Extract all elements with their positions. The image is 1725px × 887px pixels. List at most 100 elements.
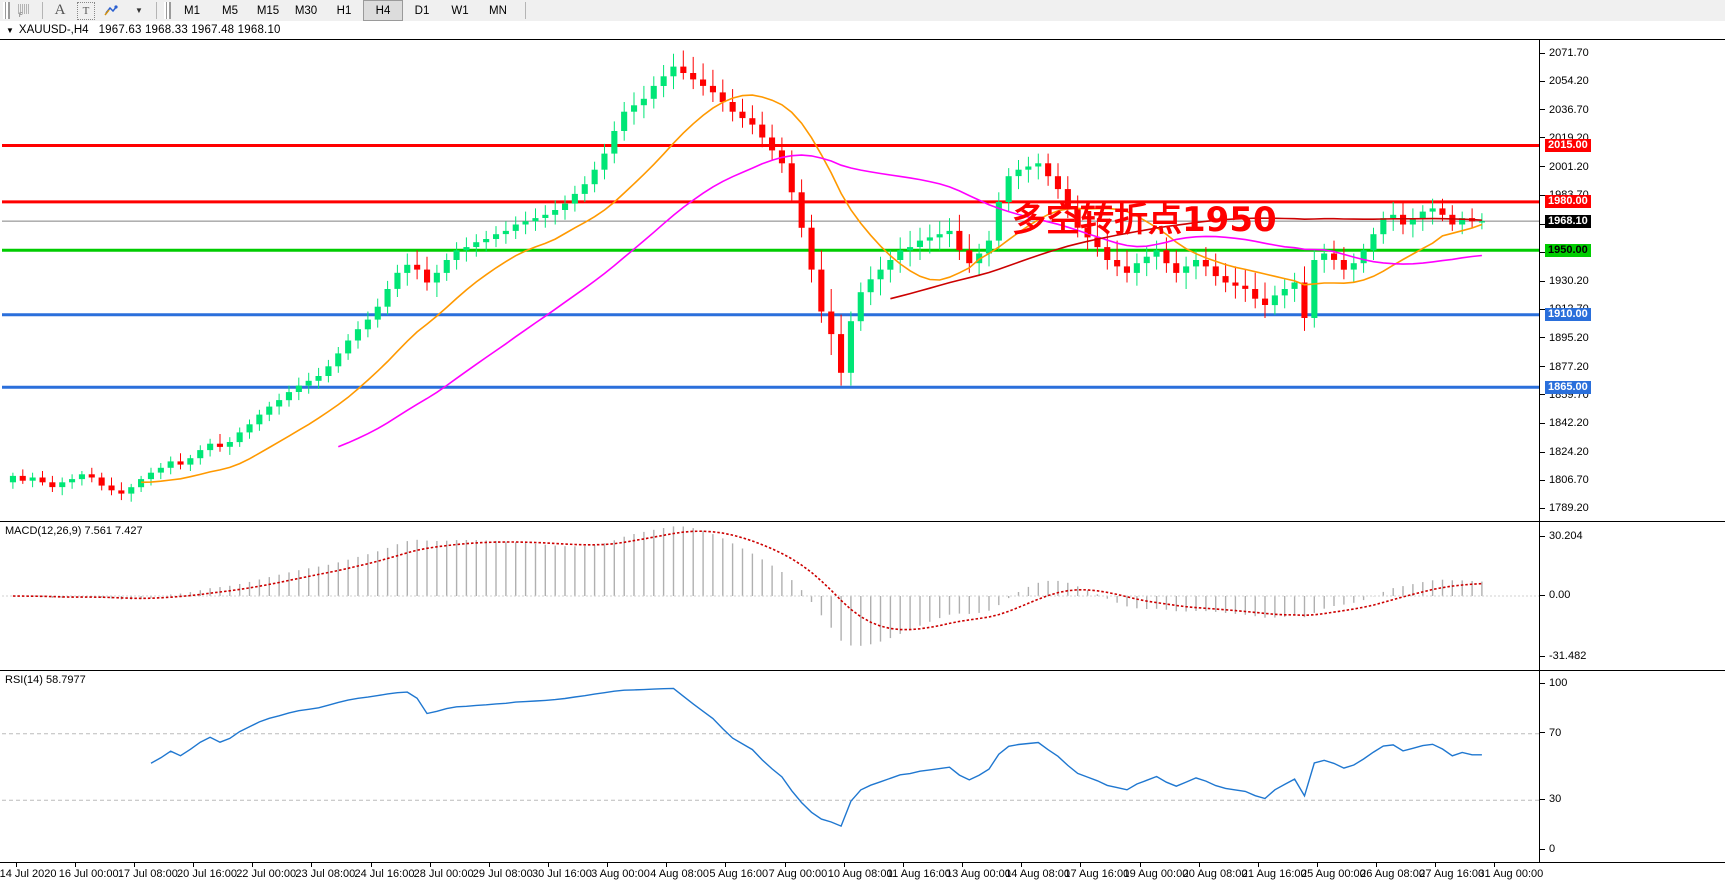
macd-title: MACD(12,26,9) 7.561 7.427: [5, 525, 143, 537]
time-tick: [193, 863, 195, 867]
objects-icon[interactable]: [99, 1, 125, 20]
price-tick-label: 1842.20: [1549, 416, 1589, 429]
crosshair-icon[interactable]: F: [12, 1, 38, 20]
price-level-label-resistance[interactable]: 2015.00: [1545, 139, 1591, 153]
price-tick: 1877.20: [1540, 361, 1589, 373]
macd-tick-label: -31.482: [1549, 650, 1587, 663]
time-tick: [1435, 863, 1437, 867]
timeframe-w1[interactable]: W1: [451, 4, 469, 17]
price-level-label-last-price[interactable]: 1968.10: [1545, 214, 1591, 228]
symbol-label: XAUUSD-,H4: [18, 24, 89, 36]
price-axis[interactable]: 2071.702054.202036.702019.202001.201983.…: [1539, 40, 1725, 521]
price-plot-area[interactable]: 多空转折点1950: [2, 40, 1540, 521]
time-tick: [1494, 863, 1496, 867]
time-tick: [1316, 863, 1318, 867]
time-axis-label: 13 Aug 00:00: [946, 868, 1011, 880]
time-tick: [1080, 863, 1082, 867]
time-tick: [370, 863, 372, 867]
label-icon[interactable]: T: [77, 1, 95, 20]
timeframe-h1[interactable]: H1: [336, 4, 352, 17]
time-axis-label: 20 Jul 16:00: [177, 868, 237, 880]
price-tick: 1789.20: [1540, 502, 1589, 514]
time-tick: [1257, 863, 1259, 867]
time-axis-label: 21 Aug 16:00: [1241, 868, 1307, 880]
price-level-label-resistance[interactable]: 1980.00: [1545, 195, 1591, 209]
timeframe-grip[interactable]: [164, 2, 171, 19]
price-tick: 1824.20: [1540, 446, 1589, 458]
macd-plot-area[interactable]: [2, 522, 1540, 670]
price-tick-label: 1930.20: [1549, 275, 1589, 288]
macd-axis[interactable]: 30.204 0.00 -31.482: [1539, 522, 1725, 670]
text-icon[interactable]: A: [54, 2, 66, 18]
time-tick: [1376, 863, 1378, 867]
price-level-label-support[interactable]: 1910.00: [1545, 308, 1591, 322]
price-tick: 1806.70: [1540, 474, 1589, 486]
chart-annotation-text: 多空转折点1950: [1012, 200, 1277, 240]
macd-tick-label: 30.204: [1549, 530, 1583, 543]
rsi-tick-label: 0: [1549, 843, 1556, 855]
time-tick: [666, 863, 668, 867]
dropdown-caret-icon[interactable]: ▼: [135, 6, 143, 15]
toolbar-divider-3: [525, 2, 526, 19]
time-tick: [547, 863, 549, 867]
price-tick-label: 2071.70: [1549, 47, 1589, 60]
time-axis-label: 24 Jul 16:00: [354, 868, 415, 880]
price-tick-label: 2054.20: [1549, 75, 1589, 88]
time-axis-label: 25 Aug 00:00: [1300, 868, 1366, 880]
rsi-tick-label: 100: [1549, 677, 1568, 689]
time-axis-label: 29 Jul 08:00: [472, 868, 533, 880]
price-tick: 1842.20: [1540, 417, 1589, 429]
time-axis-label: 22 Jul 00:00: [236, 868, 297, 880]
time-tick: [784, 863, 786, 867]
time-tick: [962, 863, 964, 867]
timeframe-mn[interactable]: MN: [489, 4, 507, 17]
price-tick-label: 1806.70: [1549, 474, 1589, 487]
time-axis-label: 3 Aug 00:00: [591, 868, 650, 880]
timeframe-m30[interactable]: M30: [294, 4, 318, 17]
time-tick: [74, 863, 76, 867]
time-axis-label: 20 Aug 08:00: [1182, 868, 1248, 880]
time-tick: [1021, 863, 1023, 867]
time-axis-label: 14 Aug 08:00: [1005, 868, 1071, 880]
timeframe-h4[interactable]: H4: [363, 0, 403, 21]
timeframe-d1[interactable]: D1: [414, 4, 430, 17]
price-tick-label: 1789.20: [1549, 502, 1589, 515]
rsi-tick: 70: [1540, 727, 1561, 739]
time-axis-label: 10 Aug 08:00: [827, 868, 893, 880]
price-tick: 2071.70: [1540, 47, 1589, 59]
time-axis-label: 7 Aug 00:00: [768, 868, 828, 880]
macd-tick: 0.00: [1540, 589, 1570, 601]
time-axis[interactable]: 14 Jul 2020 16 Jul 00:00 17 Jul 08:00 20 Ju…: [0, 862, 1725, 887]
rsi-tick-label: 30: [1549, 793, 1562, 806]
rsi-tick: 100: [1540, 677, 1567, 689]
macd-tick: -31.482: [1540, 650, 1586, 662]
rsi-plot-area[interactable]: [2, 671, 1540, 863]
price-tick-label: 1877.20: [1549, 360, 1589, 373]
macd-svg: [2, 526, 1540, 646]
time-axis-label: 30 Jul 16:00: [531, 868, 592, 880]
price-tick: 2054.20: [1540, 75, 1589, 87]
toolbar-divider-1: [42, 2, 43, 19]
timeframe-m1[interactable]: M1: [184, 4, 200, 17]
toolbar: F A T ▼ M1 M5 M15 M30 H1 H4 D1 W1 MN: [0, 0, 1725, 22]
macd-tick-label: 0.00: [1549, 589, 1571, 601]
rsi-axis[interactable]: 100 70 30 0: [1539, 671, 1725, 863]
timeframe-m5[interactable]: M5: [222, 4, 238, 17]
time-tick: [902, 863, 904, 867]
price-level-label-pivot[interactable]: 1950.00: [1545, 243, 1591, 257]
timeframe-m15[interactable]: M15: [256, 4, 280, 17]
macd-tick: 30.204: [1540, 530, 1583, 542]
time-axis-label: 19 Aug 00:00: [1123, 868, 1189, 880]
rsi-tick: 30: [1540, 793, 1561, 805]
price-tick-label: 1824.20: [1549, 445, 1589, 458]
rsi-panel: RSI(14) 58.7977 100 70 30 0: [0, 670, 1725, 863]
time-tick: [311, 863, 313, 867]
rsi-tick-label: 70: [1549, 726, 1562, 739]
price-level-label-support[interactable]: 1865.00: [1545, 380, 1591, 394]
timeframe-group: M1 M5 M15 M30 H1 H4 D1 W1 MN: [173, 0, 517, 21]
toolbar-grip[interactable]: [3, 2, 10, 19]
price-tick: 2036.70: [1540, 104, 1589, 116]
price-chart-panel: 多空转折点1950 2071.70 2054.20 2036.70 2019.20 20…: [0, 39, 1725, 521]
collapse-caret-icon[interactable]: ▼: [6, 25, 14, 35]
